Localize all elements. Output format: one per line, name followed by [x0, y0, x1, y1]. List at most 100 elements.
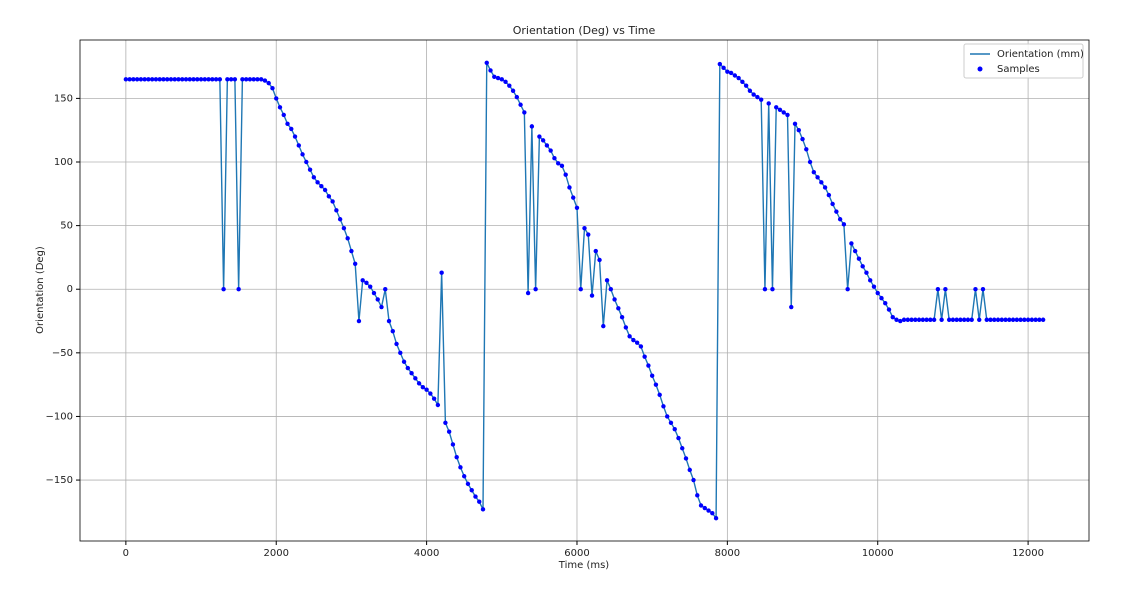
sample-point: [420, 384, 426, 390]
sample-point: [762, 287, 768, 292]
sample-point: [807, 159, 813, 165]
sample-point: [488, 68, 493, 73]
sample-point: [292, 134, 298, 139]
sample-point: [965, 317, 971, 322]
sample-point: [943, 287, 948, 292]
sample-point: [149, 77, 155, 82]
sample-point: [946, 317, 952, 322]
sample-point: [281, 112, 286, 118]
sample-point: [187, 77, 192, 82]
sample-point: [450, 442, 456, 447]
sample-point: [619, 315, 625, 320]
sample-point: [834, 209, 839, 214]
sample-point: [642, 354, 647, 359]
sample-point: [928, 317, 933, 322]
sample-point: [337, 217, 343, 222]
sample-point: [781, 110, 786, 115]
sample-point: [597, 257, 602, 263]
sample-point: [785, 112, 790, 118]
sample-point: [270, 86, 275, 91]
sample-point: [262, 78, 268, 83]
sample-point: [687, 467, 692, 473]
sample-point: [1040, 317, 1046, 322]
chart-title: Orientation (Deg) vs Time: [513, 24, 656, 37]
sample-point: [525, 290, 531, 296]
x-tick-label: 0: [123, 548, 129, 559]
sample-point: [961, 317, 967, 322]
sample-point: [168, 77, 174, 82]
sample-point: [777, 107, 783, 113]
sample-point: [698, 503, 704, 508]
sample-point: [984, 317, 989, 322]
sample-point: [435, 402, 441, 408]
sample-point: [672, 426, 677, 432]
sample-point: [747, 88, 753, 93]
sample-point: [123, 77, 129, 82]
sample-point: [300, 152, 305, 157]
sample-point: [416, 381, 422, 386]
sample-point: [804, 147, 809, 152]
sample-point: [206, 77, 211, 82]
sample-point: [398, 350, 403, 356]
sample-point: [668, 420, 674, 426]
sample-point: [995, 317, 1001, 322]
sample-point: [379, 304, 384, 310]
sample-point: [935, 287, 941, 292]
sample-point: [593, 248, 598, 254]
sample-point: [334, 208, 339, 213]
sample-point: [439, 270, 444, 275]
sample-point: [446, 429, 452, 434]
sample-point: [845, 287, 850, 292]
sample-point: [856, 256, 862, 261]
sample-point: [544, 143, 550, 148]
sample-point: [789, 304, 794, 310]
sample-point: [514, 94, 520, 100]
sample-point: [631, 337, 636, 343]
sample-point: [492, 74, 497, 79]
sample-point: [383, 287, 388, 292]
sample-point: [676, 435, 681, 441]
sample-point: [480, 507, 486, 512]
sample-point: [743, 83, 749, 88]
sample-point: [405, 365, 411, 371]
sample-point: [165, 77, 170, 82]
sample-point: [240, 77, 245, 82]
sample-point: [578, 287, 583, 292]
sample-point: [304, 159, 309, 165]
sample-point: [507, 83, 512, 88]
sample-point: [665, 414, 670, 419]
sample-point: [774, 105, 779, 110]
x-tick-label: 10000: [862, 548, 894, 559]
sample-point: [890, 315, 895, 320]
sample-point: [454, 454, 459, 460]
sample-point: [901, 317, 907, 322]
sample-point: [289, 126, 294, 132]
x-tick-label: 2000: [264, 548, 289, 559]
sample-point: [755, 94, 760, 100]
sample-point: [661, 404, 666, 409]
sample-point: [364, 280, 369, 286]
sample-point: [232, 77, 238, 82]
sample-point: [1018, 317, 1023, 322]
sample-point: [409, 370, 414, 376]
sample-point: [649, 373, 655, 378]
sample-point: [540, 138, 546, 143]
sample-point: [680, 446, 685, 451]
data-line: [125, 62, 1044, 521]
sample-point: [924, 317, 929, 322]
sample-point: [1033, 317, 1038, 322]
sample-point: [992, 317, 997, 322]
sample-point: [875, 290, 880, 296]
sample-point: [638, 344, 644, 349]
sample-point: [822, 185, 828, 190]
sample-point: [623, 325, 629, 330]
sample-point: [142, 77, 147, 82]
sample-point: [563, 172, 568, 177]
sample-point: [886, 307, 892, 312]
x-tick-label: 6000: [564, 548, 589, 559]
sample-point: [770, 287, 775, 292]
sample-point: [134, 77, 140, 82]
sample-point: [800, 136, 805, 142]
sample-point: [852, 248, 858, 254]
sample-point: [522, 110, 527, 115]
